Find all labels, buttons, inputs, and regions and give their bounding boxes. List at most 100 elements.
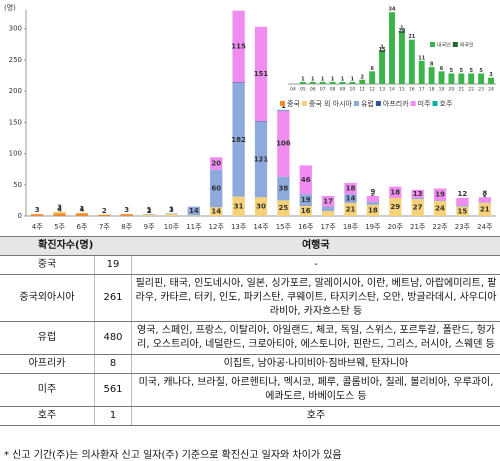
- data-label: 18: [390, 188, 400, 196]
- x-tick-label: 23주: [455, 223, 471, 231]
- footnote: * 신고 기간(주)는 의사환자 신고 일자(주) 기준으로 확진신고 일자와 …: [4, 446, 342, 461]
- data-label: 1: [341, 76, 345, 82]
- x-tick-label: 18: [429, 87, 435, 93]
- x-tick-label: 8주: [121, 223, 132, 231]
- legend-label: 중국: [287, 100, 300, 108]
- data-label: 14: [189, 207, 199, 215]
- x-tick-label: 06: [310, 87, 316, 93]
- x-tick-label: 23: [478, 87, 484, 93]
- legend-label: 중국 외 아시아: [309, 99, 353, 108]
- bar-segment: [439, 71, 445, 84]
- bar-segment: [468, 73, 474, 84]
- data-label: 5: [469, 68, 473, 74]
- bar-segment: [412, 198, 424, 199]
- x-tick-label: 7주: [99, 223, 110, 231]
- bar-segment: [379, 52, 385, 84]
- x-tick-label: 13: [379, 87, 385, 93]
- data-label: 17: [323, 197, 333, 205]
- bar-segment: [359, 80, 365, 84]
- data-label: 14: [346, 195, 356, 203]
- legend-label: 유럽: [361, 99, 374, 108]
- data-label: 3: [57, 204, 62, 212]
- data-label: 19: [435, 190, 445, 198]
- bar-segment: [143, 215, 155, 216]
- legend-label: 미주: [418, 99, 431, 108]
- x-tick-label: 05: [300, 87, 306, 93]
- data-label: 3: [35, 206, 40, 214]
- legend-label: 외국인: [460, 42, 474, 49]
- data-label: 9: [370, 188, 375, 196]
- bar-segment: [121, 214, 133, 216]
- data-label: 2: [361, 74, 365, 80]
- legend-swatch: [354, 101, 359, 106]
- x-tick-label: 20주: [388, 223, 404, 231]
- x-tick-label: 10: [350, 87, 356, 93]
- table-cell: 480: [95, 322, 132, 355]
- legend-swatch: [280, 101, 285, 106]
- data-label: 5: [450, 68, 454, 74]
- data-label: 34: [389, 7, 396, 13]
- table-cell: 8: [95, 355, 132, 374]
- legend-swatch: [302, 101, 307, 106]
- x-tick-label: 14주: [253, 223, 269, 231]
- legend-label: 호주: [440, 100, 453, 108]
- data-label: 14: [211, 208, 221, 216]
- data-label: 106: [276, 140, 291, 148]
- legend-swatch: [411, 101, 416, 106]
- bar-segment: [98, 215, 110, 216]
- x-tick-label: 14: [389, 87, 395, 93]
- data-label: 24: [435, 205, 445, 213]
- bar-segment: [456, 205, 468, 206]
- data-label: 38: [279, 185, 289, 193]
- x-tick-label: 12주: [209, 223, 225, 231]
- data-label: 2: [102, 207, 107, 215]
- bar-segment: [143, 214, 155, 215]
- chart: (명) 0501001502002503004주35주436주417주28주39…: [0, 0, 500, 234]
- data-label: 5: [479, 68, 483, 74]
- y-tick-label: 50: [13, 181, 22, 189]
- bar-segment: [76, 214, 88, 216]
- x-tick-label: 04: [290, 87, 296, 93]
- table-cell: 261: [95, 275, 132, 322]
- bar-segment: [399, 33, 405, 84]
- x-tick-label: 19: [439, 87, 445, 93]
- data-label: 1: [80, 205, 85, 213]
- x-tick-label: 15: [399, 87, 405, 93]
- x-tick-label: 18주: [343, 223, 359, 231]
- header-row: 확진자수(명) 여행국: [0, 237, 500, 256]
- x-tick-label: 22주: [432, 223, 448, 231]
- x-tick-label: 12: [369, 87, 375, 93]
- x-tick-label: 21주: [410, 223, 426, 231]
- x-tick-label: 11주: [186, 223, 202, 231]
- bar-segment: [367, 196, 379, 202]
- table-cell: 영국, 스페인, 프랑스, 이탈리아, 아일랜드, 체코, 독일, 스위스, 포…: [132, 322, 500, 355]
- data-label: 27: [413, 204, 423, 212]
- x-tick-label: 07: [320, 87, 326, 93]
- x-tick-label: 17: [419, 87, 425, 93]
- data-label: 18: [346, 185, 356, 193]
- bar-segment: [31, 214, 43, 216]
- bar-segment: [255, 121, 267, 122]
- data-label: 31: [234, 202, 244, 210]
- x-tick-label: 24: [488, 87, 494, 93]
- bar-segment: [367, 202, 379, 205]
- table-cell: 유럽: [0, 322, 95, 355]
- data-label: 151: [254, 70, 269, 78]
- x-tick-label: 9주: [144, 223, 155, 231]
- table-cell: 필리핀, 태국, 인도네시아, 일본, 싱가포르, 말레이시아, 이란, 베트남…: [132, 275, 500, 322]
- data-label: 13: [413, 190, 423, 198]
- x-tick-label: 13주: [231, 223, 247, 231]
- data-label: 15: [458, 207, 468, 215]
- y-tick-label: 150: [9, 118, 22, 126]
- y-axis-label: (명): [4, 3, 16, 12]
- data-label: 3: [124, 206, 129, 214]
- bar-segment: [479, 202, 491, 203]
- data-label: 121: [254, 156, 269, 164]
- data-label: 21: [480, 205, 490, 213]
- data-label: 182: [231, 136, 246, 144]
